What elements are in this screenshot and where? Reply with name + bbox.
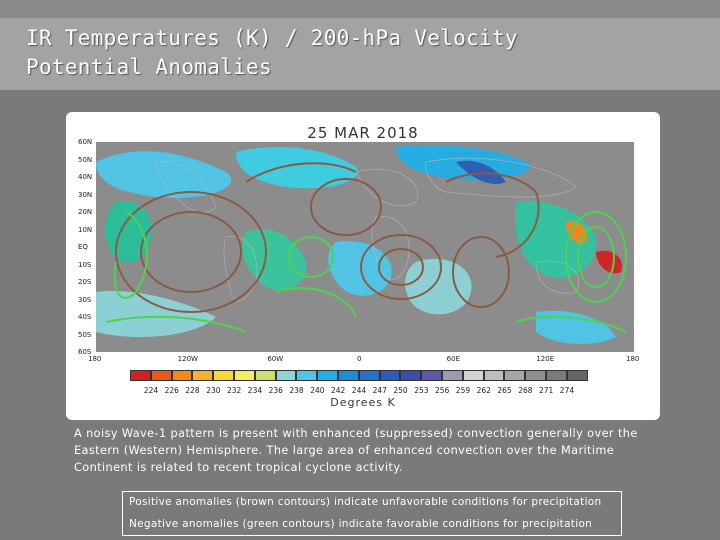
lat-label: 50N <box>78 155 93 164</box>
colorbar-tick: 230 <box>206 386 221 395</box>
negative-contours <box>105 211 627 333</box>
colorbar-cell <box>296 370 318 381</box>
lon-label: 60E <box>446 355 460 363</box>
colorbar-tick: 232 <box>227 386 242 395</box>
lat-label: 40N <box>78 173 93 181</box>
lon-label: 0 <box>357 355 362 363</box>
colorbar-cell <box>462 370 484 381</box>
colorbar-tick: 224 <box>143 386 159 395</box>
colorbar-cell <box>130 370 151 381</box>
positive-contours <box>115 162 540 313</box>
colorbar-cell <box>234 370 255 381</box>
colorbar-tick: 253 <box>414 386 429 395</box>
colorbar-cell <box>213 370 234 381</box>
anomaly-map <box>96 142 634 352</box>
colorbar-cell <box>525 370 546 381</box>
legend-positive: Positive anomalies (brown contours) indi… <box>129 496 602 508</box>
map-date: 25 MAR 2018 <box>307 124 419 142</box>
lat-label: 20S <box>78 278 92 286</box>
colorbar-cell <box>254 370 276 381</box>
colorbar-cell <box>379 370 401 381</box>
lat-label: 20N <box>78 208 93 216</box>
colorbar-tick: 242 <box>331 386 346 395</box>
lat-label: 10S <box>78 260 92 269</box>
legend-negative: Negative anomalies (green contours) indi… <box>129 518 593 530</box>
colorbar-cell <box>504 370 526 381</box>
slide-title-line-1: IR Temperatures (K) / 200-hPa Velocity <box>26 26 518 50</box>
map-area <box>96 142 634 352</box>
colorbar-cell <box>150 370 172 381</box>
lat-label: 30N <box>78 190 93 199</box>
colorbar-tick: 250 <box>393 386 408 395</box>
map-panel: 25 MAR 2018 <box>66 112 660 420</box>
colorbar-tick: 247 <box>372 386 387 395</box>
lon-label: 120W <box>177 355 198 363</box>
lat-label: 10N <box>78 225 93 234</box>
colorbar-tick: 274 <box>559 386 575 395</box>
colorbar-tick: 228 <box>185 386 200 395</box>
colorbar-cell <box>566 370 588 381</box>
cloud-shading <box>96 145 622 344</box>
colorbar-cell <box>442 370 463 381</box>
colorbar-cell <box>338 370 359 381</box>
colorbar-cell <box>275 370 297 381</box>
description-text: A noisy Wave-1 pattern is present with e… <box>74 427 638 474</box>
colorbar-tick: 236 <box>268 386 283 395</box>
colorbar-cell <box>192 370 214 381</box>
legend-box: Positive anomalies (brown contours) indi… <box>122 491 622 536</box>
colorbar-cell <box>400 370 422 381</box>
colorbar-tick: 256 <box>435 386 450 395</box>
colorbar-units: Degrees K <box>330 396 396 409</box>
lon-label: 180 <box>88 355 102 363</box>
lat-label: 30S <box>78 295 92 304</box>
colorbar-tick: 271 <box>539 386 554 395</box>
colorbar-tick: 265 <box>497 386 512 395</box>
lon-label: 60W <box>267 355 284 363</box>
colorbar-tick: 259 <box>455 386 471 395</box>
colorbar-cell <box>317 370 338 381</box>
lat-label: 60N <box>78 138 93 146</box>
colorbar-tick: 226 <box>164 386 179 395</box>
colorbar-tick: 244 <box>351 386 367 395</box>
colorbar-tick: 234 <box>247 386 263 395</box>
title-bar: IR Temperatures (K) / 200-hPa Velocity P… <box>0 18 720 90</box>
colorbar-cell <box>358 370 380 381</box>
colorbar-cell <box>483 370 505 381</box>
colorbar-cell <box>171 370 193 381</box>
lat-label: EQ <box>78 243 88 251</box>
top-band <box>0 0 720 18</box>
lat-label: 40S <box>78 313 92 321</box>
colorbar-tick: 240 <box>310 386 325 395</box>
lon-label: 180 <box>626 355 640 363</box>
slide-title-line-2: Potential Anomalies <box>26 55 272 79</box>
continent-outlines <box>155 157 579 302</box>
colorbar-cell <box>421 370 442 381</box>
colorbar-tick: 262 <box>476 386 491 395</box>
lat-label: 60S <box>78 348 92 356</box>
lat-label: 50S <box>78 330 92 339</box>
colorbar-cell <box>546 370 567 381</box>
lon-label: 120E <box>536 355 555 363</box>
colorbar-tick: 268 <box>518 386 533 395</box>
colorbar-tick: 238 <box>289 386 304 395</box>
